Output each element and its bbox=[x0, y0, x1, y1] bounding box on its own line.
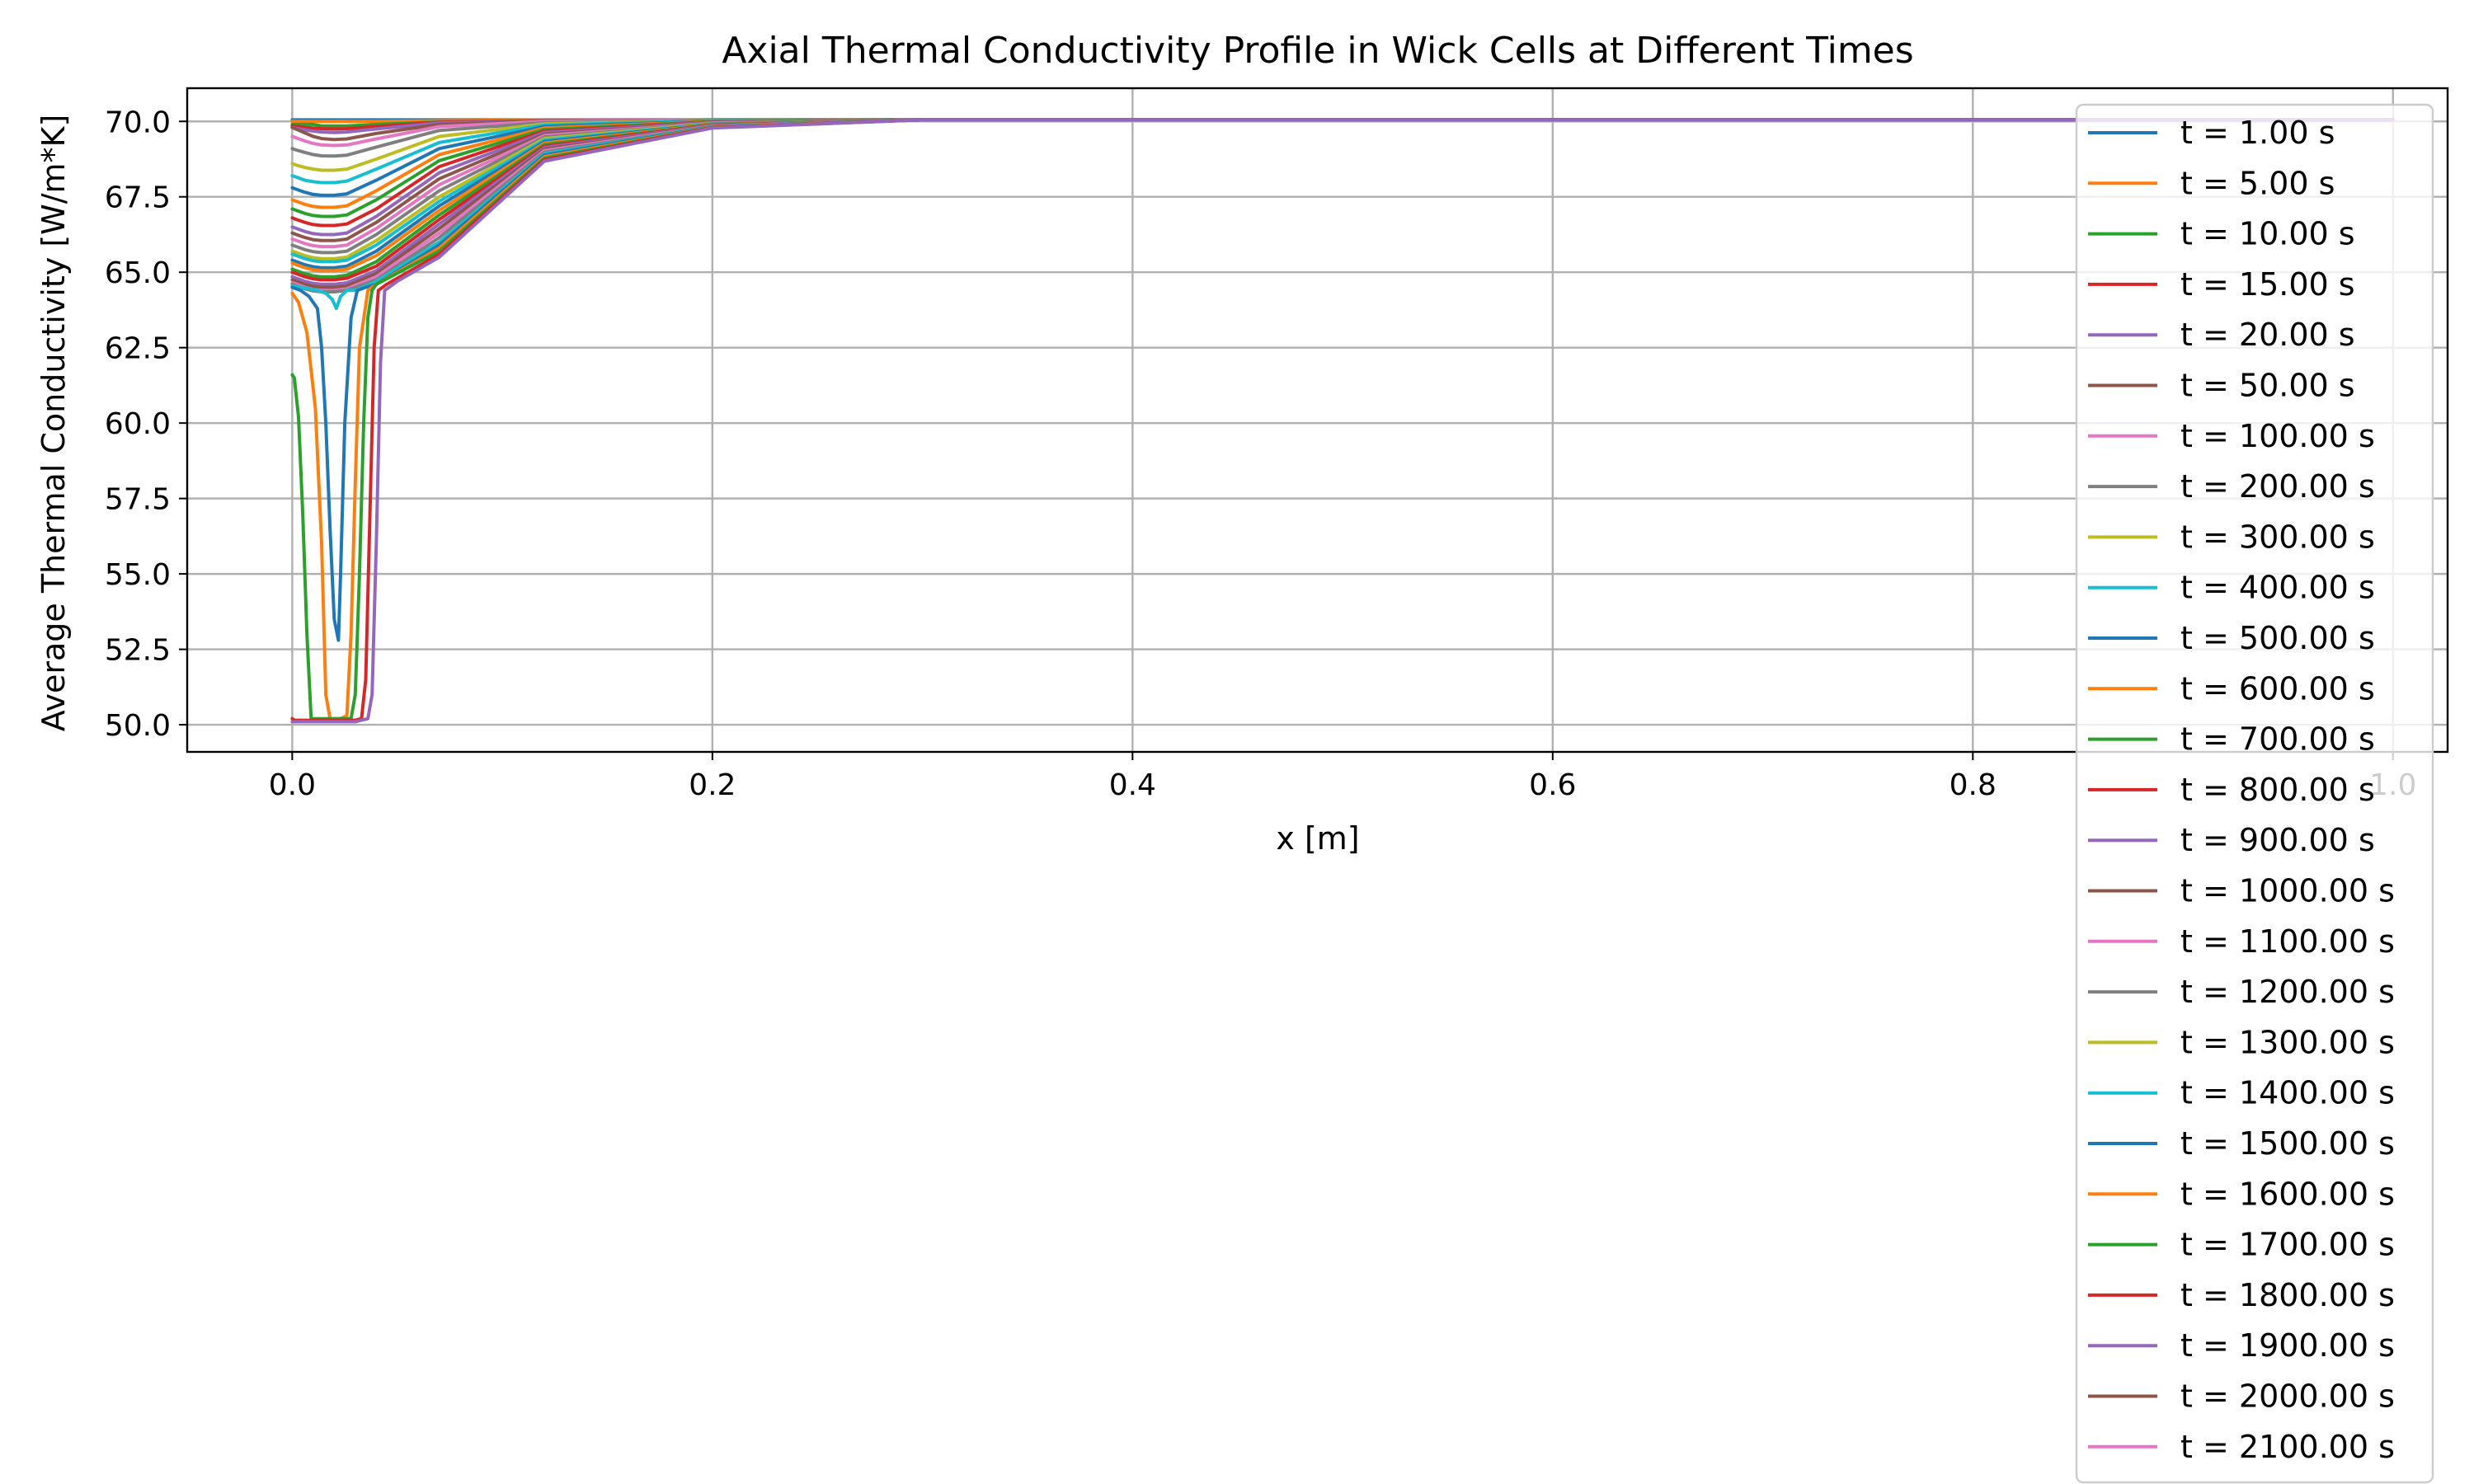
legend-label: t = 200.00 s bbox=[2180, 468, 2375, 505]
legend-label: t = 400.00 s bbox=[2180, 570, 2375, 606]
y-axis-label: Average Thermal Conductivity [W/m*K] bbox=[35, 115, 72, 732]
legend-label: t = 5.00 s bbox=[2180, 165, 2335, 201]
legend-label: t = 300.00 s bbox=[2180, 519, 2375, 555]
plot-area: 0.00.20.40.60.81.050.052.555.057.560.062… bbox=[105, 87, 2449, 802]
legend-label: t = 1700.00 s bbox=[2180, 1227, 2395, 1263]
legend-label: t = 20.00 s bbox=[2180, 317, 2355, 353]
chart-title: Axial Thermal Conductivity Profile in Wi… bbox=[722, 30, 1913, 72]
legend-box bbox=[2075, 103, 2434, 1484]
legend-label: t = 1900.00 s bbox=[2180, 1327, 2395, 1364]
legend-label: t = 1500.00 s bbox=[2180, 1125, 2395, 1162]
legend-label: t = 1100.00 s bbox=[2180, 923, 2395, 960]
legend-label: t = 1200.00 s bbox=[2180, 974, 2395, 1010]
legend-label: t = 1000.00 s bbox=[2180, 873, 2395, 909]
legend-label: t = 2200.00 s bbox=[2180, 1479, 2395, 1484]
y-tick-label: 67.5 bbox=[105, 181, 171, 215]
y-tick-label: 65.0 bbox=[105, 256, 171, 290]
legend-label: t = 1800.00 s bbox=[2180, 1277, 2395, 1313]
x-tick-label: 0.8 bbox=[1950, 768, 1997, 802]
legend-label: t = 2100.00 s bbox=[2180, 1429, 2395, 1465]
x-tick-label: 0.0 bbox=[269, 768, 316, 802]
legend-label: t = 1400.00 s bbox=[2180, 1075, 2395, 1111]
legend-label: t = 1600.00 s bbox=[2180, 1176, 2395, 1212]
legend-label: t = 10.00 s bbox=[2180, 216, 2355, 252]
legend-label: t = 800.00 s bbox=[2180, 772, 2375, 808]
y-tick-label: 62.5 bbox=[105, 332, 171, 366]
legend-label: t = 15.00 s bbox=[2180, 266, 2355, 303]
x-tick-label: 0.4 bbox=[1109, 768, 1156, 802]
legend-label: t = 50.00 s bbox=[2180, 368, 2355, 404]
x-tick-label: 0.2 bbox=[689, 768, 736, 802]
legend-label: t = 1.00 s bbox=[2180, 115, 2335, 151]
legend-label: t = 2000.00 s bbox=[2180, 1378, 2395, 1415]
y-tick-label: 70.0 bbox=[105, 106, 171, 139]
legend-label: t = 900.00 s bbox=[2180, 822, 2375, 858]
y-tick-label: 55.0 bbox=[105, 558, 171, 592]
y-tick-label: 57.5 bbox=[105, 483, 171, 517]
y-tick-label: 52.5 bbox=[105, 634, 171, 668]
series-line bbox=[290, 118, 2395, 724]
legend: t = 1.00 s t = 5.00 s t = 10.00 s t = 15.00… bbox=[2075, 103, 2434, 1484]
y-tick-label: 50.0 bbox=[105, 709, 171, 743]
legend-label: t = 1300.00 s bbox=[2180, 1024, 2395, 1060]
legend-label: t = 600.00 s bbox=[2180, 670, 2375, 707]
x-axis-label: x [m] bbox=[1276, 820, 1359, 857]
legend-label: t = 500.00 s bbox=[2180, 620, 2375, 656]
axes-frame bbox=[186, 87, 2449, 754]
y-tick-label: 60.0 bbox=[105, 407, 171, 441]
x-tick-label: 0.6 bbox=[1529, 768, 1576, 802]
legend-label: t = 700.00 s bbox=[2180, 721, 2375, 758]
legend-label: t = 100.00 s bbox=[2180, 418, 2375, 454]
series-lines bbox=[290, 118, 2395, 724]
